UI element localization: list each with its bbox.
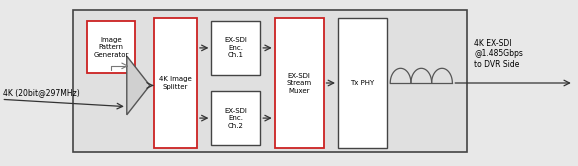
Bar [212,21,260,75]
Bar [338,18,387,148]
Text: Image
Pattern
Generator: Image Pattern Generator [93,37,129,58]
Text: 4K (20bit@297MHz): 4K (20bit@297MHz) [2,88,79,97]
Bar [87,21,135,73]
Text: Tx PHY: Tx PHY [350,80,375,86]
Text: EX-SDI
Enc.
Ch.2: EX-SDI Enc. Ch.2 [224,108,247,129]
Text: EX-SDI
Enc.
Ch.1: EX-SDI Enc. Ch.1 [224,37,247,58]
Bar [73,10,468,152]
Bar [275,18,324,148]
Text: 4K EX-SDI
@1.485Gbps
to DVR Side: 4K EX-SDI @1.485Gbps to DVR Side [474,39,523,69]
Text: EX-SDI
Stream
Muxer: EX-SDI Stream Muxer [287,73,312,93]
Bar [212,91,260,145]
Polygon shape [127,56,150,115]
Bar [154,18,197,148]
Text: 4K Image
Splitter: 4K Image Splitter [159,76,192,90]
